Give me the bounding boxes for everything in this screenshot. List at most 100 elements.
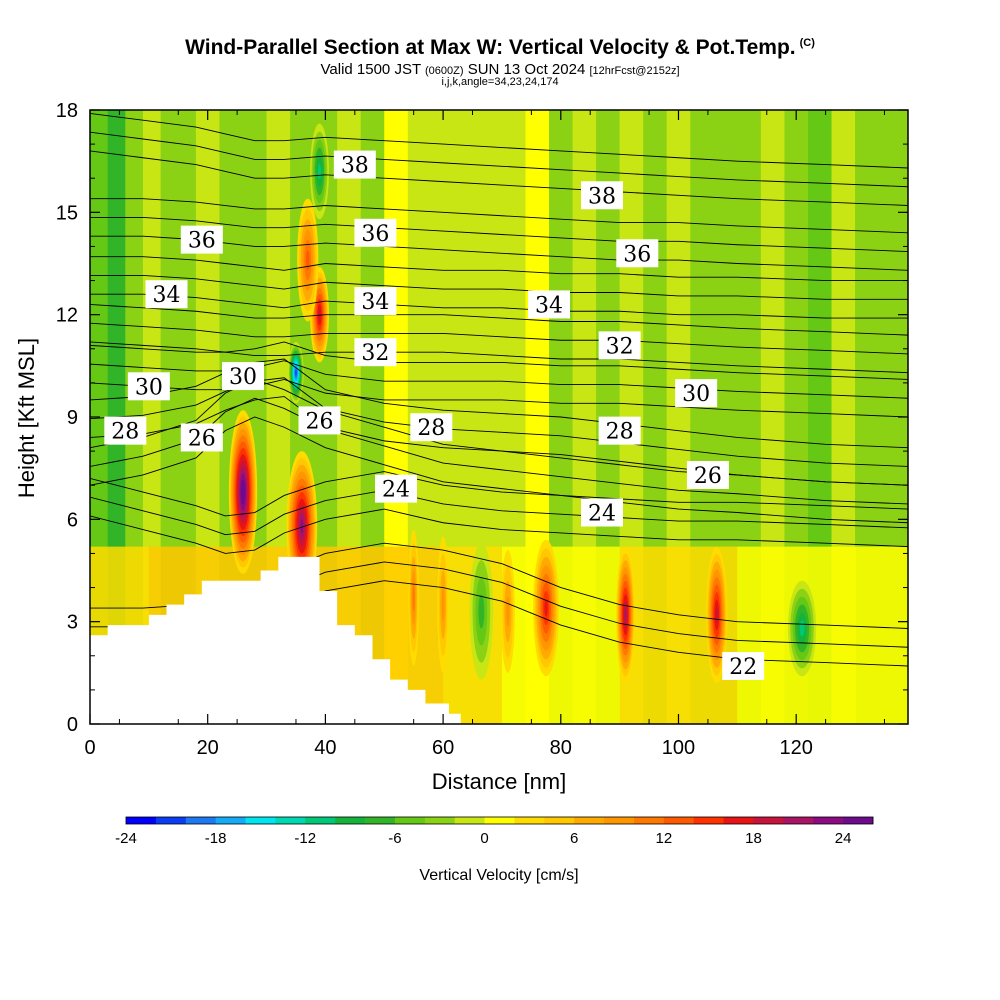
y-tick-label: 18 (56, 100, 78, 122)
terrain-mask (90, 556, 461, 724)
isentrope-line (90, 341, 908, 380)
contour-label-box (145, 280, 188, 309)
contour-label: 38 (580, 181, 623, 210)
contour-label-box (616, 239, 659, 268)
contour-label-text: 34 (153, 283, 181, 308)
contour-label-text: 38 (588, 184, 616, 209)
subtitle-valid: Valid 1500 JST (320, 61, 421, 78)
contour-label-text: 32 (606, 334, 634, 359)
contour-label-text: 30 (135, 375, 163, 400)
contour-label: 28 (104, 416, 147, 445)
contour-label: 26 (298, 406, 341, 435)
contour-label-box (180, 423, 223, 452)
isentrope-line (90, 198, 908, 234)
colorbar-tick-label: -18 (205, 830, 227, 847)
contour-label: 36 (180, 225, 223, 254)
contour-label: 28 (598, 416, 641, 445)
contour-label: 30 (222, 362, 265, 391)
colorbar-swatch (215, 817, 246, 824)
contour-label-box (333, 150, 376, 179)
x-axis-label: Distance [nm] (432, 769, 567, 794)
velocity-cell (318, 309, 321, 320)
colorbar-swatch (813, 817, 844, 824)
contour-label-text: 30 (682, 382, 710, 407)
contour-label-text: 38 (341, 154, 369, 179)
chart-subtitle: Valid 1500 JST (0600Z) SUN 13 Oct 2024 [… (0, 61, 1000, 78)
x-tick-label: 80 (550, 737, 572, 759)
contour-label-box (675, 379, 718, 408)
colorbar-swatch (275, 817, 306, 824)
velocity-cell (300, 519, 304, 533)
subtitle-forecast: [12hrFcst@2152z] (589, 65, 680, 77)
contour-label-text: 32 (361, 341, 389, 366)
colorbar-swatch (454, 817, 485, 824)
x-axis-ticks: 0 20 40 60 80 100 120 (84, 110, 885, 759)
isentrope-line (90, 256, 908, 282)
contour-label-box (410, 413, 453, 442)
x-tick-label: 0 (84, 737, 95, 759)
colorbar-swatch (843, 817, 874, 824)
colorbar-tick-label: 24 (835, 830, 852, 847)
contour-label-text: 36 (623, 242, 651, 267)
contour-label: 32 (354, 338, 397, 367)
contour-label: 36 (354, 218, 397, 247)
chart-title: Wind-Parallel Section at Max W: Vertical… (0, 36, 1000, 60)
colorbar-swatch (544, 817, 575, 824)
isentrope-line (90, 216, 908, 253)
colorbar-swatch (753, 817, 784, 824)
contour-label-text: 34 (361, 290, 389, 315)
colorbar-swatch (126, 817, 157, 824)
field-lowband (501, 546, 621, 724)
colorbar-swatch (514, 817, 545, 824)
colorbar-swatch (574, 817, 605, 824)
chart-subtitle-indices: i,j,k,angle=34,23,24,174 (441, 76, 559, 88)
contour-label-text: 22 (729, 655, 757, 680)
colorbar-swatch (245, 817, 276, 824)
contour-label: 26 (686, 460, 729, 489)
velocity-cell (624, 608, 627, 622)
contour-label: 24 (375, 474, 418, 503)
colorbar-swatch (365, 817, 396, 824)
contour-label-text: 24 (588, 502, 616, 527)
subtitle-utc: (0600Z) (425, 65, 464, 77)
contour-label-text: 30 (229, 365, 257, 390)
contour-label-text: 28 (606, 420, 634, 445)
colorbar-swatch (394, 817, 426, 824)
contour-label-box (222, 362, 265, 391)
chart-title-text: Wind-Parallel Section at Max W: Vertical… (185, 36, 796, 59)
colorbar-swatch (783, 817, 814, 824)
contour-label-text: 34 (535, 293, 563, 318)
x-tick-label: 100 (662, 737, 695, 759)
y-tick-label: 9 (67, 407, 78, 429)
colorbar: -24 -18 -12 -6 0 6 12 18 24 (115, 816, 874, 847)
velocity-cell (295, 369, 297, 376)
contour-label-text: 28 (417, 416, 445, 441)
x-tick-label: 40 (314, 737, 336, 759)
isentrope-line (90, 341, 908, 374)
contour-label-box (598, 416, 641, 445)
velocity-cell (478, 594, 485, 629)
isentrope-line (90, 274, 908, 300)
velocity-cell (544, 599, 548, 617)
colorbar-swatch (424, 817, 456, 824)
colorbar-swatch (305, 817, 336, 824)
isentrope-line (90, 379, 908, 418)
colorbar-frame (125, 816, 874, 825)
contour-label-box (298, 406, 341, 435)
contour-label-text: 26 (694, 464, 722, 489)
contour-label: 34 (145, 280, 188, 309)
contour-label: 38 (333, 150, 376, 179)
x-tick-label: 20 (197, 737, 219, 759)
contour-label-box (354, 338, 397, 367)
isentrope-line (90, 508, 908, 554)
field-lowband (855, 546, 908, 724)
isentrope-line (90, 358, 908, 449)
isentrope-line (90, 112, 908, 169)
velocity-cell (317, 163, 322, 180)
isentrope-line (90, 131, 908, 188)
isentrope-line (90, 293, 908, 319)
contour-label-box (580, 181, 623, 210)
velocity-cell (799, 620, 805, 637)
velocity-cell (715, 607, 718, 623)
contour-label-box (354, 287, 397, 316)
